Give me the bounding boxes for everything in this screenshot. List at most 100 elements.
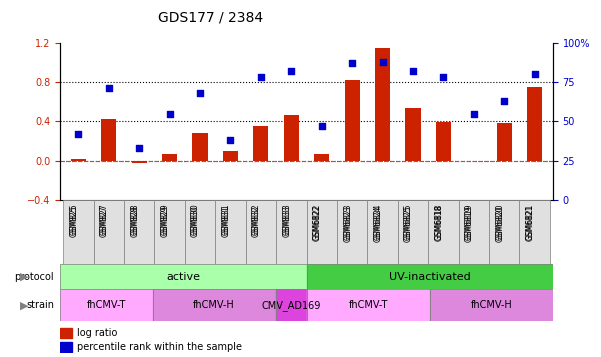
Bar [60,328,73,338]
FancyBboxPatch shape [459,200,489,264]
Bar [60,342,73,352]
Bar [406,108,421,161]
Text: fhCMV-T: fhCMV-T [87,300,126,310]
Point [530,71,540,77]
FancyBboxPatch shape [154,200,185,264]
Text: GDS177 / 2384: GDS177 / 2384 [158,11,263,25]
Text: percentile rank within the sample: percentile rank within the sample [78,342,242,352]
Point [165,111,174,116]
Text: UV-inactivated: UV-inactivated [389,272,471,282]
FancyBboxPatch shape [124,200,154,264]
Point [256,75,266,80]
Text: GSM827: GSM827 [100,203,109,235]
Bar [284,115,299,161]
Point [287,68,296,74]
Bar [496,123,512,161]
Bar [436,122,451,161]
Text: GSM6822: GSM6822 [313,205,322,241]
Point [469,111,478,116]
Bar [344,80,360,161]
Bar [314,154,329,161]
FancyBboxPatch shape [489,200,519,264]
Text: GSM6822: GSM6822 [313,203,322,240]
Bar [223,151,238,161]
Text: ▶: ▶ [20,272,28,282]
Text: strain: strain [26,300,54,310]
Text: GSM6818: GSM6818 [435,203,444,240]
Text: GSM6820: GSM6820 [495,203,504,240]
FancyBboxPatch shape [276,200,307,264]
Bar [276,289,307,321]
Text: GSM829: GSM829 [160,203,169,235]
Bar [60,264,307,289]
FancyBboxPatch shape [246,200,276,264]
Point [317,123,326,129]
Text: GSM829: GSM829 [160,205,169,237]
Text: GSM6823: GSM6823 [343,205,352,242]
Bar [192,133,207,161]
Bar [276,289,307,321]
Bar [527,87,542,161]
Bar [162,154,177,161]
Text: GSM828: GSM828 [130,205,139,237]
Text: GSM831: GSM831 [221,205,230,237]
Point [408,68,418,74]
FancyBboxPatch shape [215,200,246,264]
Bar [430,289,553,321]
Text: fhCMV-T: fhCMV-T [349,300,388,310]
FancyBboxPatch shape [185,200,215,264]
Text: GSM6823: GSM6823 [343,203,352,240]
FancyBboxPatch shape [63,200,94,264]
Bar [153,289,276,321]
Point [347,60,357,66]
Text: ▶: ▶ [20,300,28,310]
Text: protocol: protocol [14,272,54,282]
Bar [60,289,153,321]
Text: GSM6820: GSM6820 [495,205,504,242]
Point [104,86,114,91]
FancyBboxPatch shape [337,200,367,264]
Text: GSM6821: GSM6821 [526,205,535,241]
Bar [153,289,276,321]
FancyBboxPatch shape [519,200,550,264]
Text: GSM6824: GSM6824 [374,203,383,240]
Text: GSM828: GSM828 [130,203,139,235]
Text: GSM831: GSM831 [221,203,230,235]
Bar [132,161,147,163]
Text: GSM830: GSM830 [191,205,200,237]
Bar [307,289,430,321]
Text: fhCMV-H: fhCMV-H [471,300,512,310]
Text: GSM6819: GSM6819 [465,203,474,240]
Text: GSM825: GSM825 [69,203,78,235]
Point [439,75,448,80]
Text: GSM6821: GSM6821 [526,203,535,240]
Text: CMV_AD169: CMV_AD169 [261,300,321,311]
Text: GSM832: GSM832 [252,203,261,235]
Text: GSM6818: GSM6818 [435,205,444,241]
Text: GSM6824: GSM6824 [374,205,383,242]
Text: GSM6825: GSM6825 [404,205,413,242]
Text: GSM833: GSM833 [282,203,291,235]
Point [135,145,144,151]
Bar [375,48,390,161]
Point [378,59,388,65]
Text: GSM6819: GSM6819 [465,205,474,242]
Text: log ratio: log ratio [78,328,118,338]
Bar [307,264,553,289]
Bar [307,289,430,321]
Bar [71,159,86,161]
Point [499,98,509,104]
Text: fhCMV-H: fhCMV-H [194,300,235,310]
Point [225,137,235,143]
FancyBboxPatch shape [94,200,124,264]
Bar [307,264,553,289]
Text: GSM6825: GSM6825 [404,203,413,240]
Text: GSM825: GSM825 [69,205,78,237]
Point [73,131,83,137]
Bar [253,126,269,161]
Bar [101,119,117,161]
Point [195,90,205,96]
Text: active: active [166,272,200,282]
Text: GSM827: GSM827 [100,205,109,237]
Bar [60,289,153,321]
